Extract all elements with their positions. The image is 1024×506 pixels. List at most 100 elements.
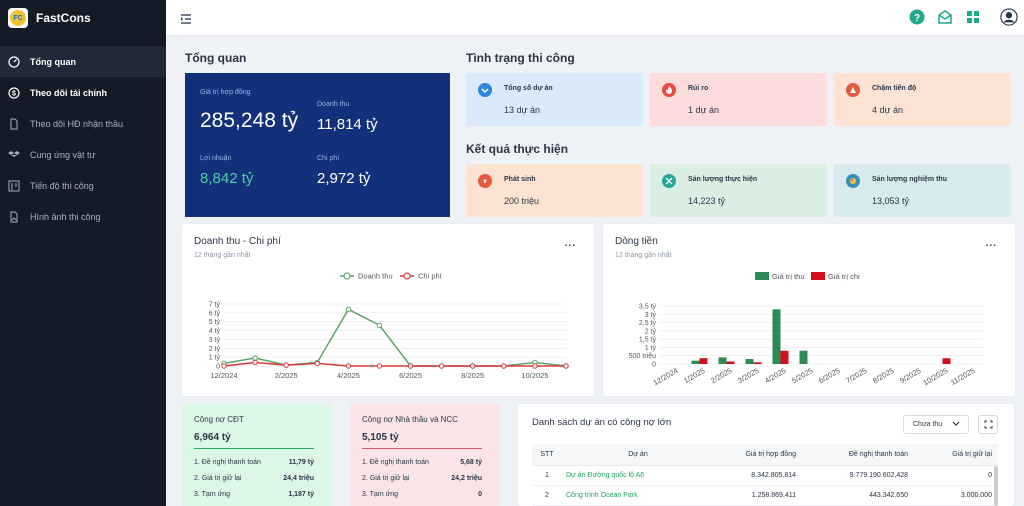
- apps-grid-icon[interactable]: [964, 8, 982, 26]
- expand-icon[interactable]: [978, 415, 998, 434]
- cloud-upload-icon: [478, 174, 492, 188]
- debt-row: 2. Giá trị giữ lại 24,4 triệu: [194, 475, 314, 482]
- x-tick-label: 5/2025: [790, 366, 814, 385]
- y-tick-label: 5 tỷ: [209, 319, 221, 326]
- data-point: [345, 363, 352, 369]
- x-tick-label: 8/2025: [461, 371, 484, 380]
- y-tick-label: 7 tỷ: [209, 302, 221, 309]
- fire-icon: [662, 83, 676, 97]
- y-tick-label: 3,5 tỷ: [639, 304, 657, 311]
- document-icon: [8, 118, 20, 130]
- sidebar: FC FastCons Tổng quan $ Theo dõi tài chí…: [0, 0, 166, 506]
- debt-divider: [194, 448, 314, 449]
- kpi-accepted[interactable]: Sản lượng nghiệm thu 13,053 tỷ: [834, 164, 1011, 217]
- legend-marker: [343, 272, 351, 280]
- table-row[interactable]: 2 Công trình Ocean Park 1.258.869.411 44…: [532, 486, 998, 506]
- kpi-value: 14,223 tỷ: [688, 196, 726, 206]
- col-header[interactable]: STT: [540, 451, 554, 458]
- menu-toggle-icon[interactable]: [180, 12, 192, 24]
- kpi-output[interactable]: Sản lượng thực hiện 14,223 tỷ: [650, 164, 827, 217]
- cashflow-chart-menu[interactable]: ...: [985, 238, 997, 249]
- y-tick-label: 1 tỷ: [209, 355, 221, 362]
- x-tick-label: 6/2025: [399, 371, 422, 380]
- sidebar-item-finance[interactable]: $ Theo dõi tài chính: [0, 77, 166, 108]
- status-filter-select[interactable]: Chưa thu: [903, 415, 969, 434]
- cashflow-panel: Dòng tiền 12 tháng gần nhất ... 0 500 tri…: [603, 224, 1015, 396]
- data-point: [252, 359, 258, 366]
- data-point: [252, 355, 258, 361]
- series-line: [223, 361, 566, 367]
- data-point: [438, 363, 445, 369]
- data-point: [532, 363, 538, 369]
- sidebar-item-supply[interactable]: Cung ứng vật tư: [0, 139, 166, 170]
- revenue-label: Doanh thu: [317, 101, 350, 108]
- tools-icon: [662, 174, 676, 188]
- table-scrollbar[interactable]: [994, 466, 998, 506]
- kpi-risk[interactable]: Rủi ro 1 dự án: [650, 73, 827, 126]
- revenue-chart-menu[interactable]: ...: [564, 238, 576, 249]
- sidebar-item-overview[interactable]: Tổng quan: [0, 46, 166, 77]
- col-header[interactable]: Dự án: [628, 451, 648, 458]
- sidebar-item-label: Tiến độ thi công: [30, 180, 94, 191]
- palette-icon: [846, 174, 860, 188]
- y-tick-label: 0: [216, 364, 220, 371]
- debt-title: Công nợ CĐT: [194, 415, 244, 424]
- sidebar-item-label: Theo dõi tài chính: [30, 87, 107, 98]
- legend-swatch: [811, 272, 825, 280]
- sidebar-item-progress[interactable]: Tiến độ thi công: [0, 170, 166, 201]
- debt-row: 1. Đề nghị thanh toán 5,68 tỷ: [362, 459, 482, 466]
- col-header[interactable]: Đề nghị thanh toán: [848, 451, 908, 458]
- status-title: Tình trạng thi công: [466, 51, 575, 65]
- series-line: [223, 308, 567, 367]
- kpi-value: 13 dự án: [504, 105, 541, 115]
- y-tick-label: 3 tỷ: [209, 337, 221, 344]
- cost-value: 2,972 tỷ: [317, 170, 371, 187]
- bar: [699, 358, 708, 364]
- col-header[interactable]: Giá trị giữ lại: [952, 451, 992, 458]
- col-header[interactable]: Giá trị hợp đồng: [745, 451, 796, 458]
- warning-icon: [846, 83, 860, 97]
- x-tick-label: 11/2025: [949, 366, 977, 387]
- table-row[interactable]: 1 Dự án Đường quốc lộ A6 8.342.805.814 9…: [532, 466, 998, 486]
- mail-icon[interactable]: [936, 8, 954, 26]
- project-link[interactable]: Dự án Đường quốc lộ A6: [566, 472, 645, 479]
- x-tick-label: 4/2025: [337, 371, 360, 380]
- help-icon[interactable]: ?: [908, 8, 926, 26]
- kpi-total-projects[interactable]: Tổng số dự án 13 dự án: [466, 73, 643, 126]
- project-link[interactable]: Công trình Ocean Park: [566, 492, 638, 499]
- svg-text:$: $: [12, 90, 16, 97]
- app-logo[interactable]: FC FastCons: [0, 0, 166, 36]
- x-tick-label: 2/2025: [709, 366, 733, 385]
- sidebar-item-label: Cung ứng vật tư: [30, 149, 96, 160]
- bar: [799, 350, 808, 364]
- sidebar-item-contracts[interactable]: Theo dõi HĐ nhận thầu: [0, 108, 166, 139]
- kpi-delayed[interactable]: Chậm tiến độ 4 dự án: [834, 73, 1011, 126]
- bar: [691, 360, 700, 364]
- topbar-actions: ?: [908, 8, 1018, 26]
- kpi-label: Phát sinh: [504, 176, 536, 183]
- chevron-down-icon: [952, 419, 960, 429]
- bar: [772, 309, 781, 364]
- user-avatar-icon[interactable]: [1000, 8, 1018, 26]
- revenue-cost-chart: 0 1 tỷ 2 tỷ 3 tỷ 4 tỷ 5 tỷ 6 tỷ7 tỷ 12/2024 2/20…: [209, 272, 569, 380]
- x-tick-label: 2/2025: [275, 371, 298, 380]
- contract-label: Giá trị hợp đồng: [200, 89, 251, 96]
- image-file-icon: [8, 211, 20, 223]
- y-tick-label: 500 triệu: [629, 353, 656, 360]
- sidebar-item-label: Hình ảnh thi công: [30, 211, 101, 222]
- sidebar-item-images[interactable]: Hình ảnh thi công: [0, 201, 166, 232]
- revenue-chart-title: Doanh thu - Chi phí: [194, 236, 281, 247]
- y-tick-label: 6 tỷ: [209, 310, 221, 317]
- svg-text:?: ?: [914, 13, 920, 24]
- data-point: [345, 306, 352, 313]
- x-tick-label: 12/2024: [210, 371, 237, 380]
- inbox-icon: [478, 83, 492, 97]
- y-tick-label: 2,5 tỷ: [639, 320, 657, 327]
- sidebar-item-label: Theo dõi HĐ nhận thầu: [30, 118, 124, 129]
- x-tick-label: 4/2025: [763, 366, 787, 385]
- dollar-icon: $: [8, 86, 20, 99]
- kpi-arising[interactable]: Phát sinh 200 triệu: [466, 164, 643, 217]
- bar: [942, 358, 951, 364]
- data-point: [563, 363, 569, 369]
- kpi-value: 13,053 tỷ: [872, 196, 910, 206]
